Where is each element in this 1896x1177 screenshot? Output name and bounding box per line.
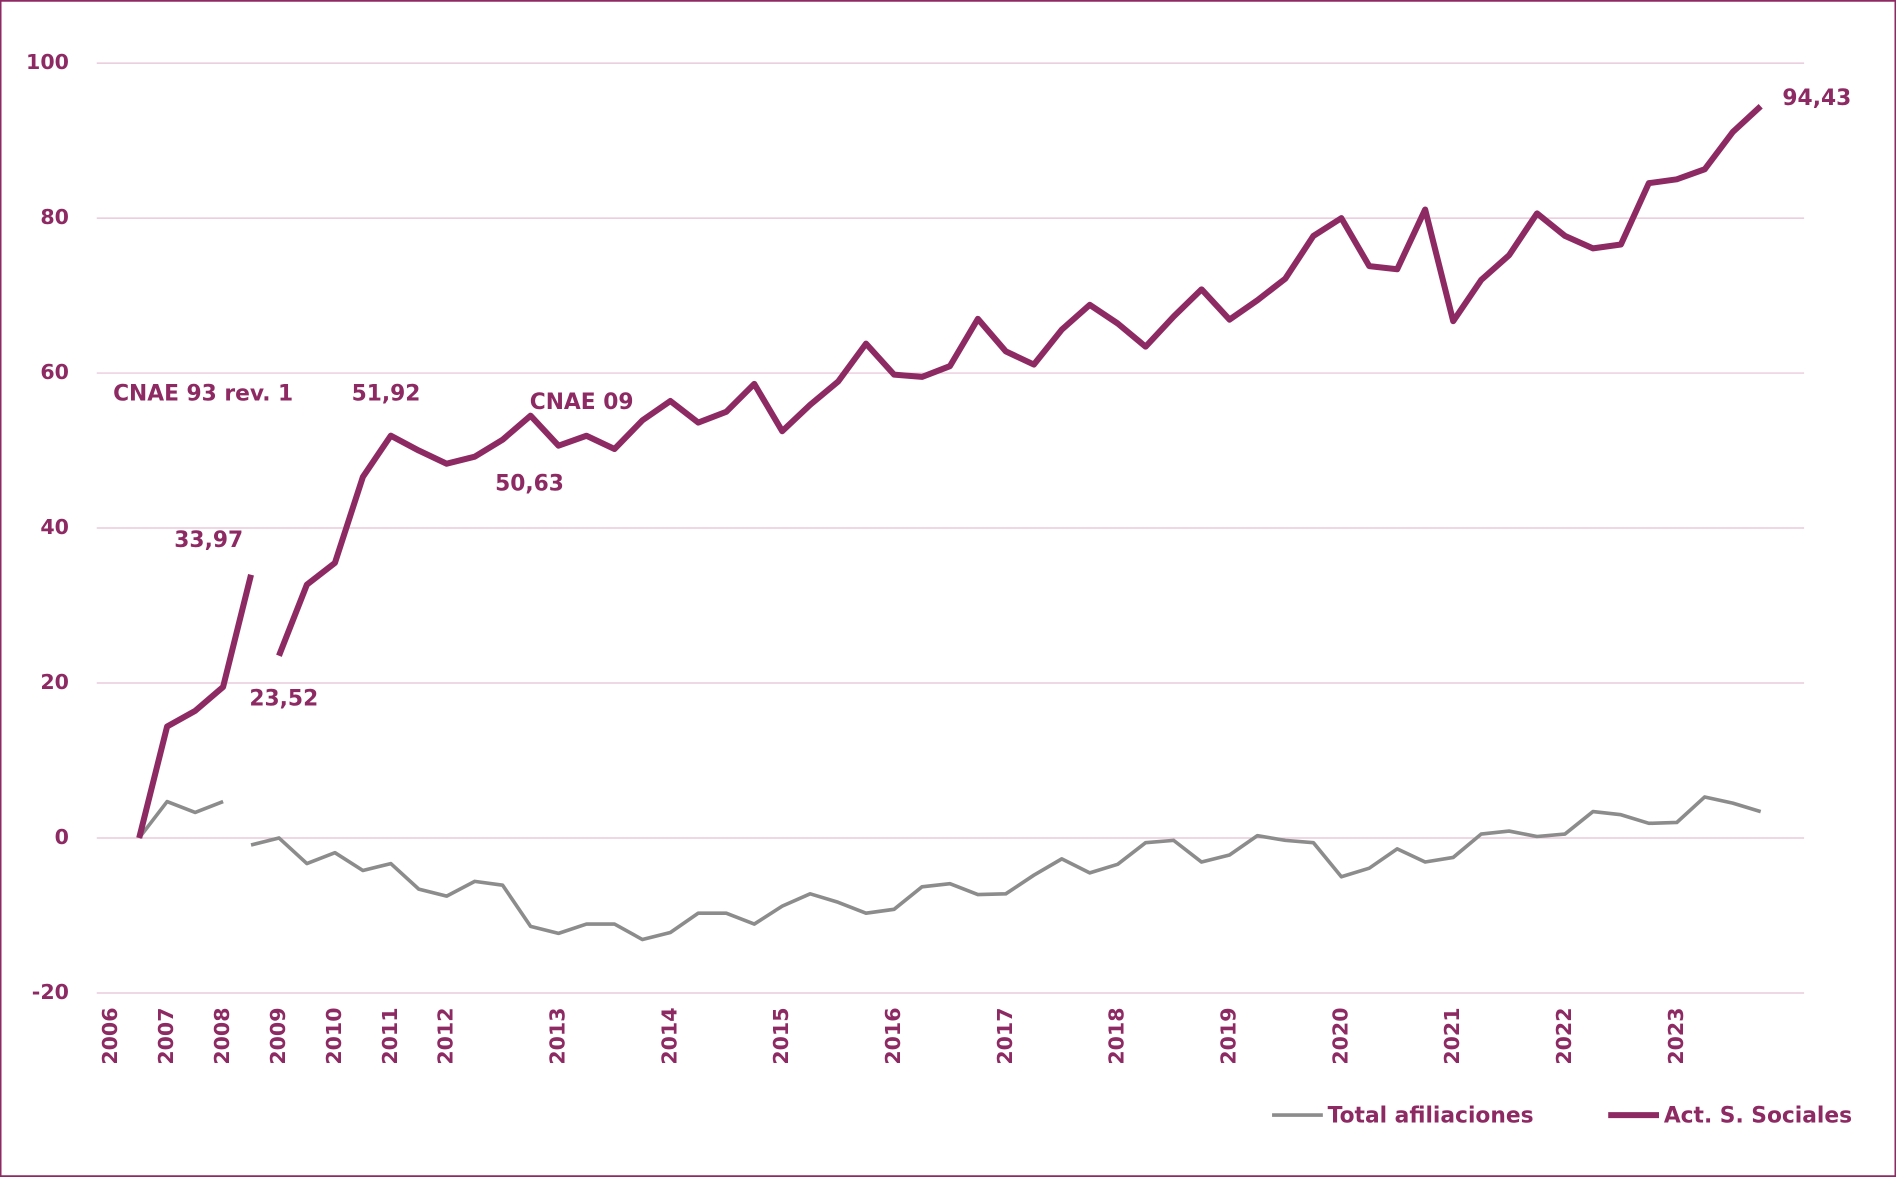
legend-label: Total afiliaciones	[1328, 1103, 1534, 1128]
x-tick-label: 2016	[881, 1007, 905, 1064]
y-tick-label: 40	[40, 515, 69, 539]
series-line	[250, 795, 1762, 942]
y-tick-label: 60	[40, 360, 69, 384]
x-tick-label: 2014	[657, 1007, 681, 1064]
x-tick-label: 2009	[266, 1007, 290, 1064]
data-label: 94,43	[1782, 86, 1851, 111]
y-tick-label: 0	[55, 825, 69, 849]
y-tick-label: 100	[26, 50, 69, 74]
annotation: CNAE 09	[530, 390, 634, 415]
x-tick-label: 2006	[98, 1007, 122, 1064]
y-tick-label: 80	[40, 205, 69, 229]
x-tick-label: 2021	[1440, 1007, 1464, 1064]
series-line	[136, 573, 254, 839]
series-line	[137, 799, 224, 840]
y-tick-label: 20	[40, 670, 69, 694]
x-tick-label: 2015	[769, 1007, 793, 1064]
x-tick-label: 2008	[210, 1007, 234, 1064]
x-tick-label: 2017	[993, 1007, 1017, 1064]
x-tick-label: 2010	[322, 1007, 346, 1064]
data-label: 50,63	[495, 471, 564, 496]
legend-label: Act. S. Sociales	[1664, 1103, 1852, 1128]
x-tick-label: 2023	[1664, 1007, 1688, 1064]
x-tick-label: 2019	[1216, 1007, 1240, 1064]
data-label: 51,92	[352, 382, 421, 407]
x-tick-label: 2007	[154, 1007, 178, 1064]
x-tick-label: 2020	[1328, 1007, 1352, 1064]
x-tick-label: 2013	[546, 1007, 570, 1064]
data-label: 23,52	[249, 686, 318, 711]
series-line	[276, 104, 1763, 657]
x-tick-label: 2012	[434, 1007, 458, 1064]
annotation: CNAE 93 rev. 1	[113, 381, 293, 406]
data-label: 33,97	[174, 528, 243, 553]
x-tick-label: 2022	[1552, 1007, 1576, 1064]
x-tick-label: 2018	[1105, 1007, 1129, 1064]
y-tick-label: -20	[32, 980, 69, 1004]
x-tick-label: 2011	[378, 1007, 402, 1064]
